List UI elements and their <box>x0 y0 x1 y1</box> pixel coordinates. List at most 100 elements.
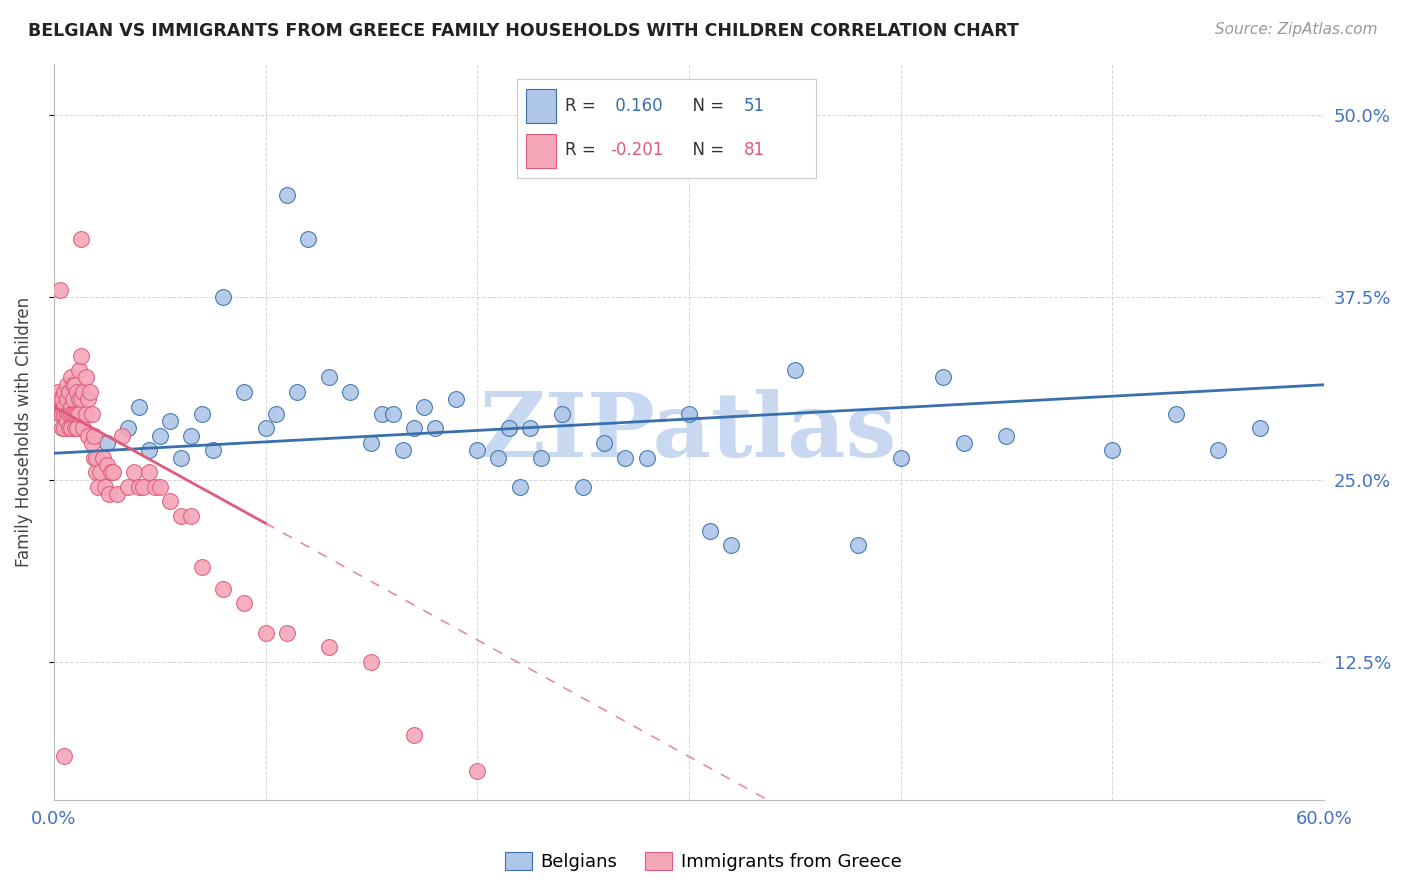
Point <box>318 640 340 655</box>
Point <box>953 436 976 450</box>
Point <box>285 385 308 400</box>
Point <box>149 429 172 443</box>
Point <box>233 596 256 610</box>
Point <box>264 407 287 421</box>
Point <box>890 450 912 465</box>
Point <box>783 363 806 377</box>
Point <box>53 400 76 414</box>
Point <box>413 400 436 414</box>
Point <box>159 414 181 428</box>
Point <box>117 421 139 435</box>
Point <box>392 443 415 458</box>
Point <box>371 407 394 421</box>
Point <box>212 582 235 596</box>
Text: ZIPatlas: ZIPatlas <box>481 389 897 475</box>
Point <box>70 392 93 407</box>
Text: BELGIAN VS IMMIGRANTS FROM GREECE FAMILY HOUSEHOLDS WITH CHILDREN CORRELATION CH: BELGIAN VS IMMIGRANTS FROM GREECE FAMILY… <box>28 22 1019 40</box>
Point <box>51 421 73 435</box>
Point <box>84 450 107 465</box>
Point <box>276 625 298 640</box>
Point <box>53 749 76 764</box>
Point <box>70 349 93 363</box>
Point <box>128 480 150 494</box>
Point <box>87 480 110 494</box>
Point <box>62 377 84 392</box>
Point <box>63 421 86 435</box>
Y-axis label: Family Households with Children: Family Households with Children <box>15 297 32 567</box>
Point <box>62 392 84 407</box>
Point <box>720 538 742 552</box>
Point <box>59 421 82 435</box>
Point <box>551 407 574 421</box>
Point <box>63 407 86 421</box>
Point <box>58 407 80 421</box>
Point <box>55 407 77 421</box>
Point <box>66 407 89 421</box>
Point <box>59 400 82 414</box>
Point <box>846 538 869 552</box>
Point <box>83 429 105 443</box>
Point <box>55 414 77 428</box>
Point <box>138 443 160 458</box>
Point <box>83 450 105 465</box>
Point <box>212 290 235 304</box>
Point <box>80 407 103 421</box>
Point <box>53 385 76 400</box>
Point <box>66 421 89 435</box>
Point <box>1164 407 1187 421</box>
Point <box>96 458 118 472</box>
Point <box>191 560 214 574</box>
Point <box>678 407 700 421</box>
Point <box>932 370 955 384</box>
Point <box>76 392 98 407</box>
Point <box>91 450 114 465</box>
Point <box>110 429 132 443</box>
Point <box>465 443 488 458</box>
Point <box>46 385 69 400</box>
Point <box>67 363 90 377</box>
Point <box>101 465 124 479</box>
Point <box>254 625 277 640</box>
Point <box>138 465 160 479</box>
Point <box>51 392 73 407</box>
Point <box>49 283 72 297</box>
Point <box>402 421 425 435</box>
Point <box>572 480 595 494</box>
Point <box>381 407 404 421</box>
Point <box>423 421 446 435</box>
Point <box>339 385 361 400</box>
Point <box>509 480 531 494</box>
Point <box>55 377 77 392</box>
Point <box>159 494 181 508</box>
Point <box>614 450 637 465</box>
Point <box>70 232 93 246</box>
Point <box>360 436 382 450</box>
Point <box>67 407 90 421</box>
Point <box>276 188 298 202</box>
Point <box>180 508 202 523</box>
Point <box>486 450 509 465</box>
Point <box>59 370 82 384</box>
Point <box>51 400 73 414</box>
Point <box>1101 443 1123 458</box>
Point <box>593 436 616 450</box>
Point <box>93 480 115 494</box>
Point <box>191 407 214 421</box>
Point <box>55 392 77 407</box>
Point <box>1206 443 1229 458</box>
Point <box>79 385 101 400</box>
Point <box>132 480 155 494</box>
Point <box>519 421 541 435</box>
Point <box>51 407 73 421</box>
Point <box>75 407 97 421</box>
Point <box>66 385 89 400</box>
Point <box>67 392 90 407</box>
Point <box>318 370 340 384</box>
Point <box>59 407 82 421</box>
Point <box>530 450 553 465</box>
Point <box>49 407 72 421</box>
Point <box>72 421 94 435</box>
Point <box>297 232 319 246</box>
Point <box>122 465 145 479</box>
Point <box>105 487 128 501</box>
